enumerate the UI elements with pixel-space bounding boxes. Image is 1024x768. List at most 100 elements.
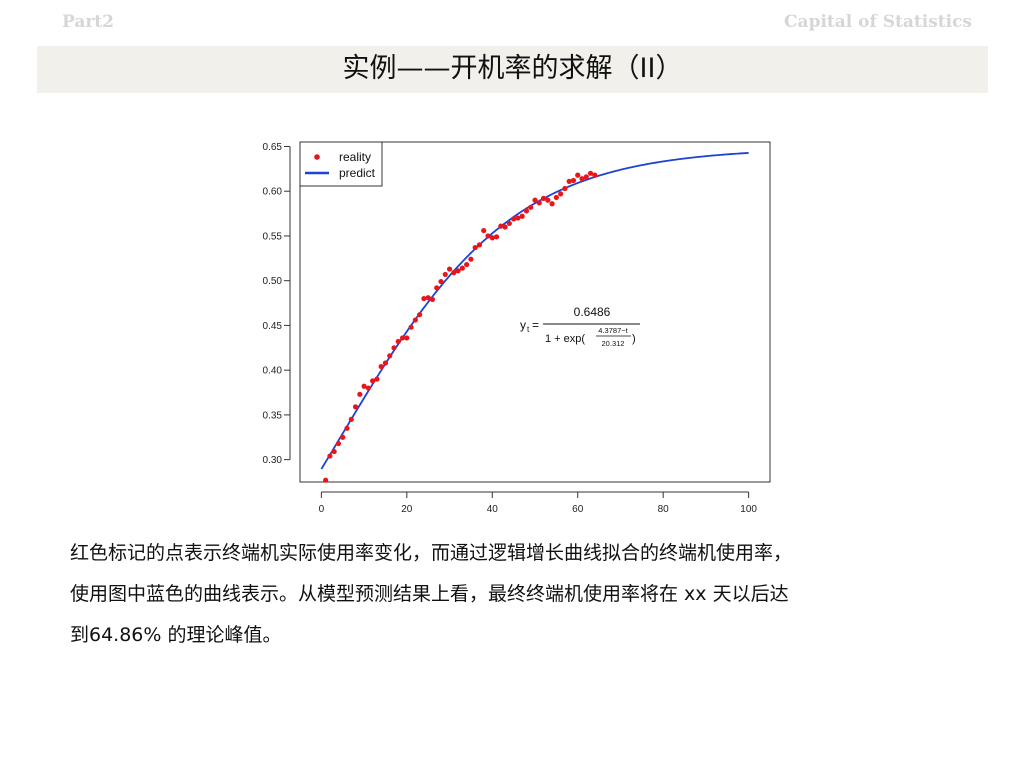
plot-box <box>299 141 771 483</box>
title-bar: 实例——开机率的求解（II） <box>37 46 988 93</box>
reality-point <box>429 296 436 303</box>
caption-line-3: 到64.86% 的理论峰值。 <box>70 624 282 646</box>
reality-point <box>438 278 444 285</box>
reality-point <box>579 176 585 182</box>
formula-exp-numerator: 4.3787−t <box>598 326 628 335</box>
reality-point <box>370 378 376 384</box>
x-tick-label: 80 <box>658 504 670 515</box>
reality-point <box>340 434 346 440</box>
y-tick-label: 0.30 <box>263 455 283 466</box>
formula-subscript: t <box>527 325 530 334</box>
reality-point <box>502 224 508 230</box>
y-tick-label: 0.35 <box>263 410 283 421</box>
x-tick-label: 60 <box>572 504 584 515</box>
reality-point <box>566 178 572 184</box>
reality-point <box>408 324 414 330</box>
legend-predict-label: predict <box>339 166 376 180</box>
legend: reality predict <box>299 141 383 187</box>
chart-canvas: 0 20 40 60 80 100 0.30 0.35 0.40 0.45 0.50 0.55 0.6… <box>263 141 771 515</box>
x-axis: 0 20 40 60 80 100 <box>319 491 757 515</box>
reality-point <box>515 215 521 221</box>
reality-point <box>587 170 594 176</box>
y-tick-label: 0.65 <box>263 142 283 153</box>
reality-point <box>468 256 474 262</box>
reality-point <box>570 177 577 184</box>
reality-point <box>540 195 547 201</box>
reality-point <box>545 197 551 203</box>
formula-denominator-prefix: 1 + exp( <box>545 333 585 345</box>
brand-label: Capital of Statistics <box>784 12 972 32</box>
reality-series <box>323 170 598 483</box>
reality-point <box>532 197 538 203</box>
slide-title: 实例——开机率的求解（II） <box>342 53 683 84</box>
reality-point <box>536 200 542 206</box>
reality-point <box>464 261 470 268</box>
y-tick-label: 0.40 <box>263 366 283 377</box>
reality-point <box>357 391 363 397</box>
reality-point <box>365 385 371 391</box>
reality-point <box>562 185 568 192</box>
reality-point <box>382 360 389 366</box>
x-tick-label: 0 <box>319 504 325 515</box>
reality-point <box>489 235 495 241</box>
x-tick-label: 20 <box>401 504 413 515</box>
reality-point <box>511 216 517 222</box>
reality-point <box>493 234 500 240</box>
reality-point <box>399 335 406 341</box>
reality-point <box>481 227 487 234</box>
reality-point <box>498 223 504 229</box>
reality-point <box>455 268 461 274</box>
reality-point <box>506 220 512 227</box>
caption: 红色标记的点表示终端机实际使用率变化，而通过逻辑增长曲线拟合的终端机使用率， 使… <box>70 533 950 656</box>
reality-point <box>425 295 431 301</box>
logistic-chart: 0 20 40 60 80 100 0.30 0.35 0.40 0.45 0.50 0.55 0.6… <box>250 130 780 530</box>
y-tick-label: 0.50 <box>263 276 283 287</box>
formula-numerator: 0.6486 <box>574 305 611 319</box>
reality-point <box>523 208 530 214</box>
reality-point <box>459 265 465 271</box>
reality-point <box>476 242 483 248</box>
reality-point <box>404 335 410 341</box>
section-label: Part2 <box>62 12 114 32</box>
reality-point <box>331 448 337 455</box>
reality-point <box>348 416 354 422</box>
reality-point <box>446 266 453 272</box>
reality-point <box>519 213 525 219</box>
reality-point <box>378 363 384 370</box>
reality-point <box>412 317 418 323</box>
x-tick-label: 40 <box>487 504 499 515</box>
reality-point <box>323 477 329 483</box>
caption-line-2: 使用图中蓝色的曲线表示。从模型预测结果上看，最终终端机使用率将在 xx 天以后达 <box>70 583 789 605</box>
reality-point <box>558 191 564 197</box>
reality-point <box>549 201 555 207</box>
reality-point <box>421 295 427 302</box>
reality-point <box>434 285 440 291</box>
formula-annotation: y t = 0.6486 1 + exp( 4.3787−t 20.312 ) <box>520 305 640 348</box>
legend-box <box>299 141 383 187</box>
reality-point <box>361 383 367 389</box>
reality-point <box>374 376 380 382</box>
legend-reality-marker <box>314 154 320 160</box>
reality-point <box>395 338 401 345</box>
reality-point <box>592 172 598 178</box>
reality-point <box>391 345 397 351</box>
reality-point <box>553 194 559 201</box>
y-tick-label: 0.60 <box>263 187 283 198</box>
predict-series <box>320 152 749 470</box>
formula-equals: = <box>532 318 539 332</box>
formula-exp-denominator: 20.312 <box>602 339 625 348</box>
reality-point <box>575 172 581 178</box>
reality-point <box>442 271 448 278</box>
reality-point <box>344 425 350 431</box>
reality-point <box>451 270 457 276</box>
reality-point <box>387 353 393 359</box>
reality-point <box>528 204 534 210</box>
caption-line-1: 红色标记的点表示终端机实际使用率变化，而通过逻辑增长曲线拟合的终端机使用率， <box>70 542 793 564</box>
legend-reality-label: reality <box>339 150 371 164</box>
y-tick-label: 0.45 <box>263 321 283 332</box>
reality-point <box>335 440 342 447</box>
reality-point <box>472 244 478 251</box>
formula-lhs: y <box>520 318 526 332</box>
reality-point <box>352 404 359 410</box>
x-tick-label: 100 <box>740 504 757 515</box>
